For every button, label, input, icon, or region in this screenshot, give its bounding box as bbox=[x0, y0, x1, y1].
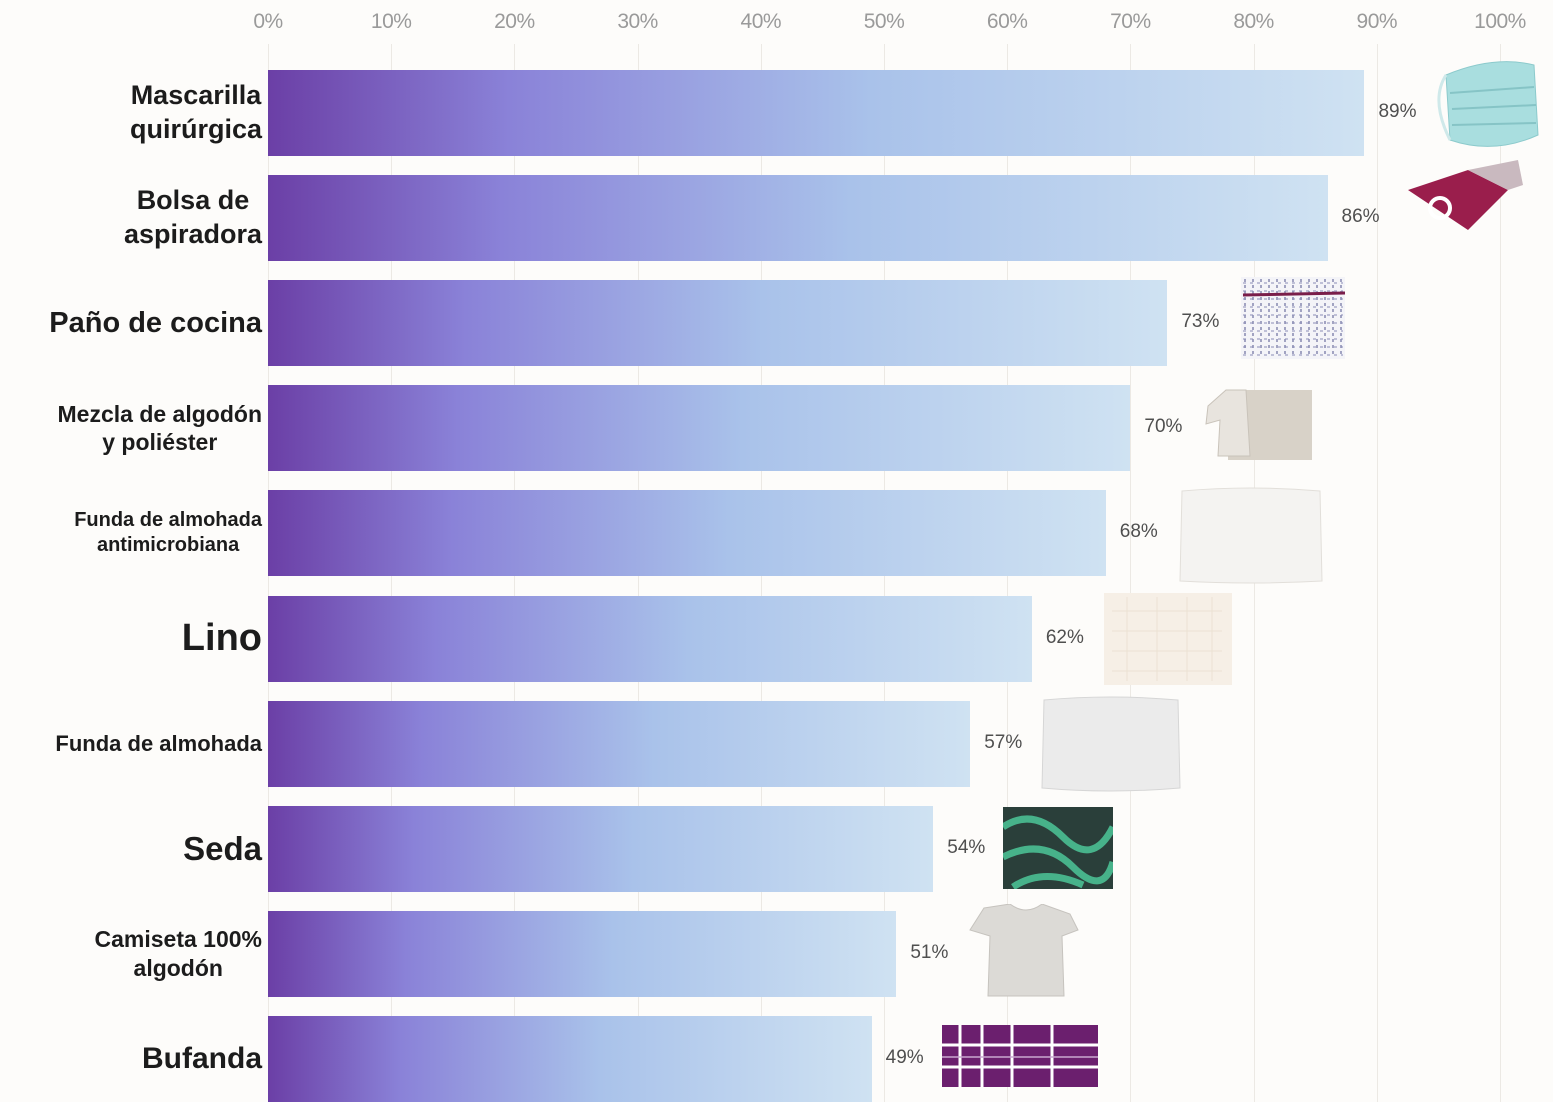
surgical-mask-image bbox=[1434, 45, 1552, 165]
category-label-text: Paño de cocina bbox=[49, 307, 262, 340]
category-label: Bolsa de aspiradora bbox=[0, 175, 262, 261]
scarf-image bbox=[941, 1021, 1102, 1102]
x-tick-label: 100% bbox=[1474, 10, 1526, 33]
x-tick-label: 0% bbox=[253, 10, 283, 33]
category-label-text: Funda de almohada bbox=[55, 730, 262, 756]
value-label: 57% bbox=[984, 731, 1023, 753]
bar bbox=[268, 280, 1168, 367]
category-label: Funda de almohada bbox=[0, 701, 262, 787]
category-label-text: Funda de almohada antimicrobiana bbox=[74, 509, 262, 557]
category-label: Mezcla de algodón y poliéster bbox=[0, 385, 262, 471]
bar bbox=[268, 910, 897, 997]
value-label: 49% bbox=[885, 1046, 924, 1068]
category-label: Seda bbox=[0, 806, 262, 892]
bar bbox=[268, 385, 1131, 472]
value-label: 86% bbox=[1341, 206, 1380, 228]
value-label: 62% bbox=[1045, 626, 1084, 648]
category-label-text: Mascarilla quirúrgica bbox=[129, 80, 262, 144]
category-label-text: Lino bbox=[181, 616, 262, 659]
bar bbox=[268, 1015, 872, 1102]
bar bbox=[268, 490, 1106, 577]
linen-fabric-image bbox=[1102, 591, 1234, 692]
category-label-text: Seda bbox=[183, 830, 262, 868]
value-label: 54% bbox=[947, 836, 986, 858]
category-label-text: Bufanda bbox=[142, 1042, 262, 1076]
vacuum-bag-image bbox=[1398, 160, 1528, 245]
bar bbox=[268, 595, 1032, 682]
gridline bbox=[1130, 44, 1132, 1102]
value-label: 51% bbox=[910, 941, 949, 963]
gridline bbox=[1376, 44, 1378, 1102]
value-label: 73% bbox=[1181, 311, 1220, 333]
value-label: 89% bbox=[1378, 101, 1417, 122]
x-tick-label: 40% bbox=[740, 10, 782, 33]
x-tick-label: 90% bbox=[1356, 10, 1398, 33]
x-tick-label: 50% bbox=[863, 10, 905, 33]
x-tick-label: 30% bbox=[617, 10, 658, 33]
value-label: 68% bbox=[1119, 521, 1158, 543]
x-tick-label: 20% bbox=[494, 10, 535, 33]
category-label: Bufanda bbox=[0, 1016, 262, 1102]
bar bbox=[268, 805, 934, 892]
category-label: Camiseta 100% algodón bbox=[0, 911, 263, 997]
x-tick-label: 60% bbox=[986, 10, 1028, 33]
cotton-tshirt-image bbox=[966, 903, 1086, 1005]
bar bbox=[268, 700, 971, 787]
x-tick-label: 80% bbox=[1233, 10, 1274, 33]
category-label: Funda de almohada antimicrobiana bbox=[0, 490, 262, 576]
category-label: Lino bbox=[0, 596, 262, 682]
category-label-text: Camiseta 100% algodón bbox=[94, 926, 263, 981]
value-label: 70% bbox=[1144, 416, 1183, 438]
kitchen-towel-image bbox=[1237, 273, 1349, 368]
category-label-text: Bolsa de aspiradora bbox=[123, 185, 262, 250]
x-tick-label: 70% bbox=[1110, 10, 1151, 33]
pillowcase-image bbox=[1040, 696, 1182, 799]
category-label: Paño de cocina bbox=[0, 280, 262, 366]
x-tick-label: 10% bbox=[370, 10, 412, 33]
bar bbox=[268, 175, 1328, 262]
bar bbox=[268, 70, 1365, 156]
silk-fabric-image bbox=[1001, 806, 1117, 894]
cotton-polyester-shirt-image bbox=[1200, 376, 1346, 471]
category-label-text: Mezcla de algodón y poliéster bbox=[57, 400, 262, 456]
category-label: Mascarilla quirúrgica bbox=[0, 70, 262, 156]
gridline bbox=[1500, 44, 1501, 1102]
antimicrobial-pillowcase-image bbox=[1176, 485, 1324, 590]
